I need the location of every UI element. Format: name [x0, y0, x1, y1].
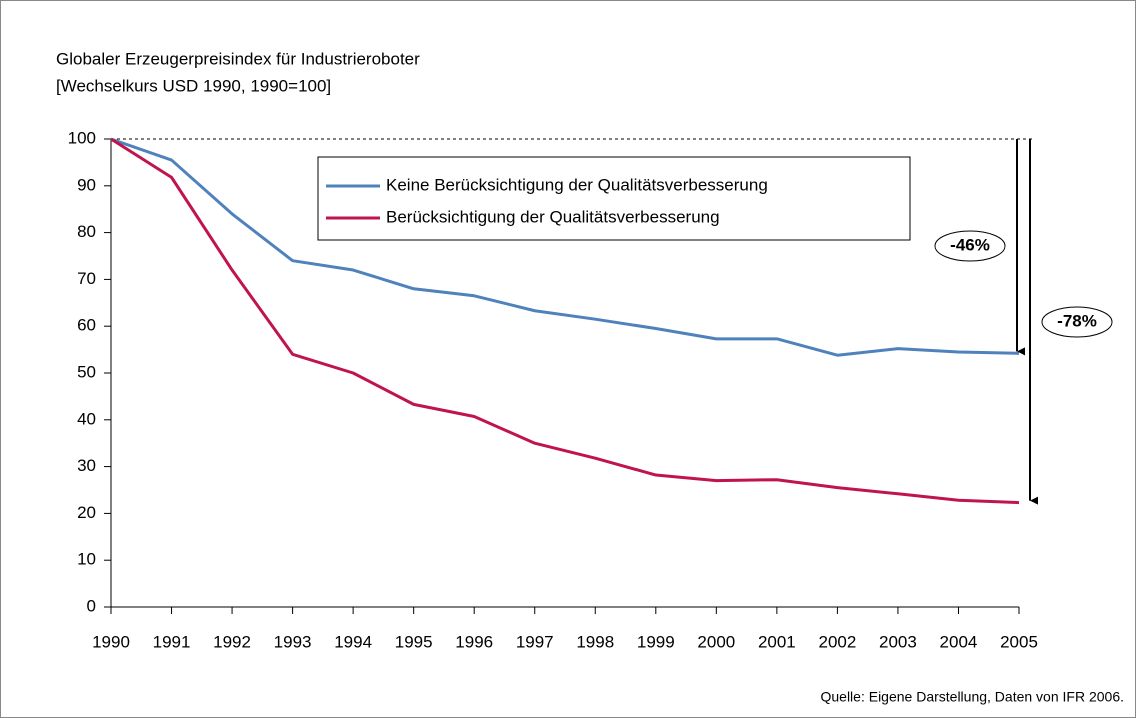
x-tick-label: 1991 [153, 632, 191, 651]
annotation: -46% [950, 235, 990, 254]
y-tick-label: 70 [77, 269, 96, 288]
legend [317, 156, 911, 241]
x-tick-label: 2001 [758, 632, 796, 651]
x-tick-label: 1995 [395, 632, 433, 651]
y-tick-label: 80 [77, 222, 96, 241]
legend-label: Berücksichtigung der Qualitätsverbesseru… [386, 207, 720, 226]
source: Quelle: Eigene Darstellung, Daten von IF… [820, 689, 1124, 705]
y-tick-label: 60 [77, 316, 96, 335]
x-tick-label: 1994 [334, 632, 372, 651]
y-tick-label: 90 [77, 175, 96, 194]
annotation-oval [1041, 306, 1113, 338]
annotation: -78% [1057, 311, 1097, 330]
y-tick-label: 100 [68, 128, 96, 147]
x-tick-label: 1990 [92, 632, 130, 651]
legend-label: Keine Berücksichtigung der Qualitätsverb… [386, 175, 768, 194]
annotation-oval [934, 230, 1006, 262]
y-tick-label: 10 [77, 550, 96, 569]
y-tick-label: 0 [87, 596, 96, 615]
series-line [110, 137, 1020, 357]
y-tick-label: 50 [77, 362, 96, 381]
chart-subtitle: [Wechselkurs USD 1990, 1990=100] [56, 76, 331, 95]
x-tick-label: 1998 [576, 632, 614, 651]
x-tick-label: 2002 [818, 632, 856, 651]
x-tick-label: 2000 [697, 632, 735, 651]
x-tick-label: 2005 [1000, 632, 1038, 651]
y-tick-label: 30 [77, 456, 96, 475]
series-line [110, 137, 1020, 505]
chart-title: Globaler Erzeugerpreisindex für Industri… [56, 49, 420, 68]
x-tick-label: 1999 [637, 632, 675, 651]
x-tick-label: 1993 [274, 632, 312, 651]
y-tick-label: 40 [77, 409, 96, 428]
x-tick-label: 1996 [455, 632, 493, 651]
x-tick-label: 2004 [940, 632, 978, 651]
x-tick-label: 1992 [213, 632, 251, 651]
y-tick-label: 20 [77, 503, 96, 522]
x-tick-label: 1997 [516, 632, 554, 651]
x-tick-label: 2003 [879, 632, 917, 651]
